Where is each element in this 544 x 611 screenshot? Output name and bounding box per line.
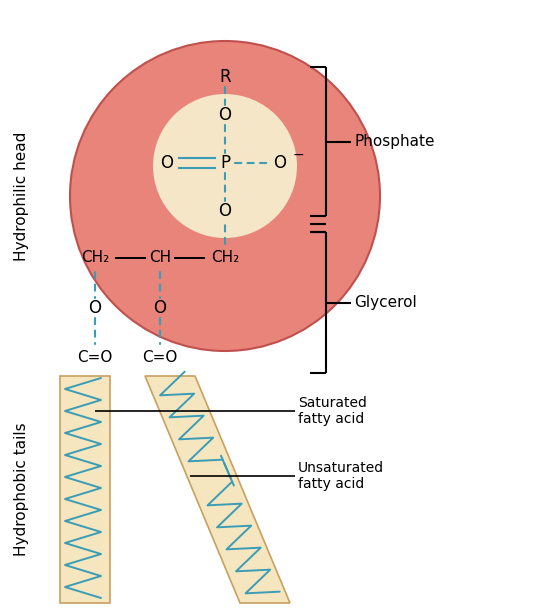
Text: Phosphate: Phosphate <box>354 134 435 149</box>
Text: Unsaturated
fatty acid: Unsaturated fatty acid <box>298 461 384 491</box>
Text: O: O <box>89 299 102 317</box>
Text: O: O <box>153 299 166 317</box>
Text: CH₂: CH₂ <box>81 251 109 266</box>
Text: R: R <box>219 68 231 86</box>
Text: CH: CH <box>149 251 171 266</box>
Text: Saturated
fatty acid: Saturated fatty acid <box>298 396 367 426</box>
Text: C=O: C=O <box>77 351 113 365</box>
Text: −: − <box>292 148 304 162</box>
Text: O: O <box>274 154 287 172</box>
Circle shape <box>70 41 380 351</box>
Text: O: O <box>219 202 232 220</box>
Text: Hydrophobic tails: Hydrophobic tails <box>15 423 29 556</box>
Text: P: P <box>220 154 230 172</box>
Polygon shape <box>60 376 110 603</box>
Text: CH₂: CH₂ <box>211 251 239 266</box>
Text: Glycerol: Glycerol <box>354 295 417 310</box>
Polygon shape <box>145 376 290 603</box>
Circle shape <box>153 94 297 238</box>
Text: Hydrophilic head: Hydrophilic head <box>15 131 29 261</box>
Text: O: O <box>219 106 232 124</box>
Text: O: O <box>160 154 174 172</box>
Text: C=O: C=O <box>143 351 178 365</box>
